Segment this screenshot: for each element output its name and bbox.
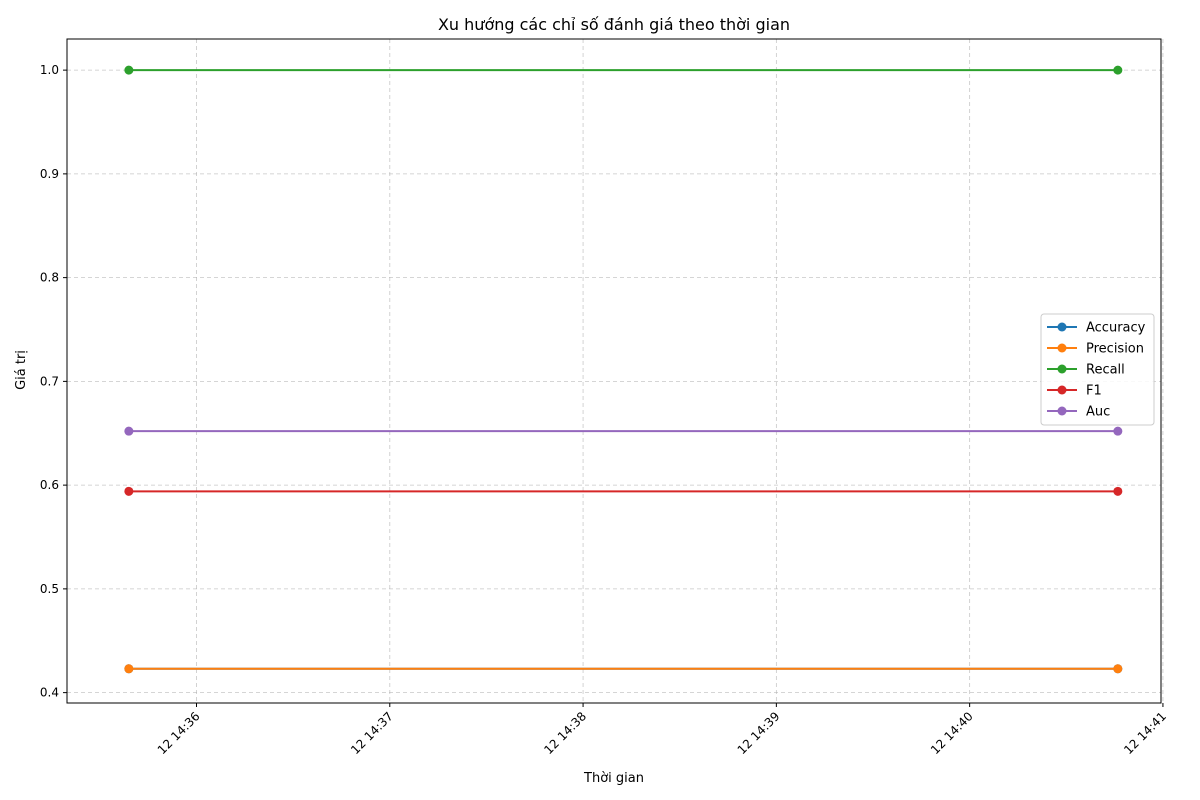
data-point [1113,664,1123,674]
legend-item: Accuracy [1047,321,1146,336]
y-tick-label: 0.9 [40,167,59,181]
y-tick-label: 0.6 [40,478,59,492]
y-tick-label: 0.8 [40,271,59,285]
legend-label: Auc [1086,405,1110,420]
legend-marker [1057,322,1067,332]
y-tick-label: 0.5 [40,582,59,596]
data-point [124,65,134,75]
x-tick-label: 12 14:39 [735,709,783,757]
legend-label: F1 [1086,384,1102,399]
plot-frame [66,38,1162,704]
x-tick-label: 12 14:41 [1121,709,1169,757]
ticks: 0.4 0.5 0.6 0.7 0.8 0.9 1.0 12 14:36 12 14:37 12 … [40,63,1169,757]
y-axis-label: Giá trị [14,350,29,390]
series-layer [124,65,1123,674]
data-point [124,664,134,674]
grid [67,39,1164,703]
legend-item: Auc [1047,405,1110,420]
series-recall [124,65,1123,75]
x-tick-label: 12 14:37 [348,709,396,757]
x-tick-label: 12 14:36 [155,709,203,757]
data-point [1113,486,1123,496]
y-tick-label: 1.0 [40,63,59,77]
data-point [124,486,134,496]
data-point [124,426,134,436]
legend-label: Precision [1086,342,1144,357]
legend-item: F1 [1047,384,1102,399]
x-tick-label: 12 14:40 [928,709,976,757]
legend-label: Accuracy [1086,321,1146,336]
y-tick-label: 0.7 [40,374,59,388]
series-auc [124,426,1123,436]
y-tick-label: 0.4 [40,686,59,700]
chart-title: Xu hướng các chỉ số đánh giá theo thời g… [438,15,790,34]
legend-marker [1057,385,1067,395]
data-point [1113,65,1123,75]
legend-item: Recall [1047,363,1125,378]
legend-label: Recall [1086,363,1125,378]
series-precision [124,664,1123,674]
legend-marker [1057,343,1067,353]
legend-marker [1057,406,1067,416]
legend-item: Precision [1047,342,1144,357]
legend-box [1040,313,1155,426]
data-point [1113,426,1123,436]
legend: Accuracy Precision Recall F1 Auc [1040,313,1155,426]
x-axis-label: Thời gian [583,771,644,786]
series-f1 [124,486,1123,496]
x-tick-label: 12 14:38 [541,709,589,757]
legend-marker [1057,364,1067,374]
